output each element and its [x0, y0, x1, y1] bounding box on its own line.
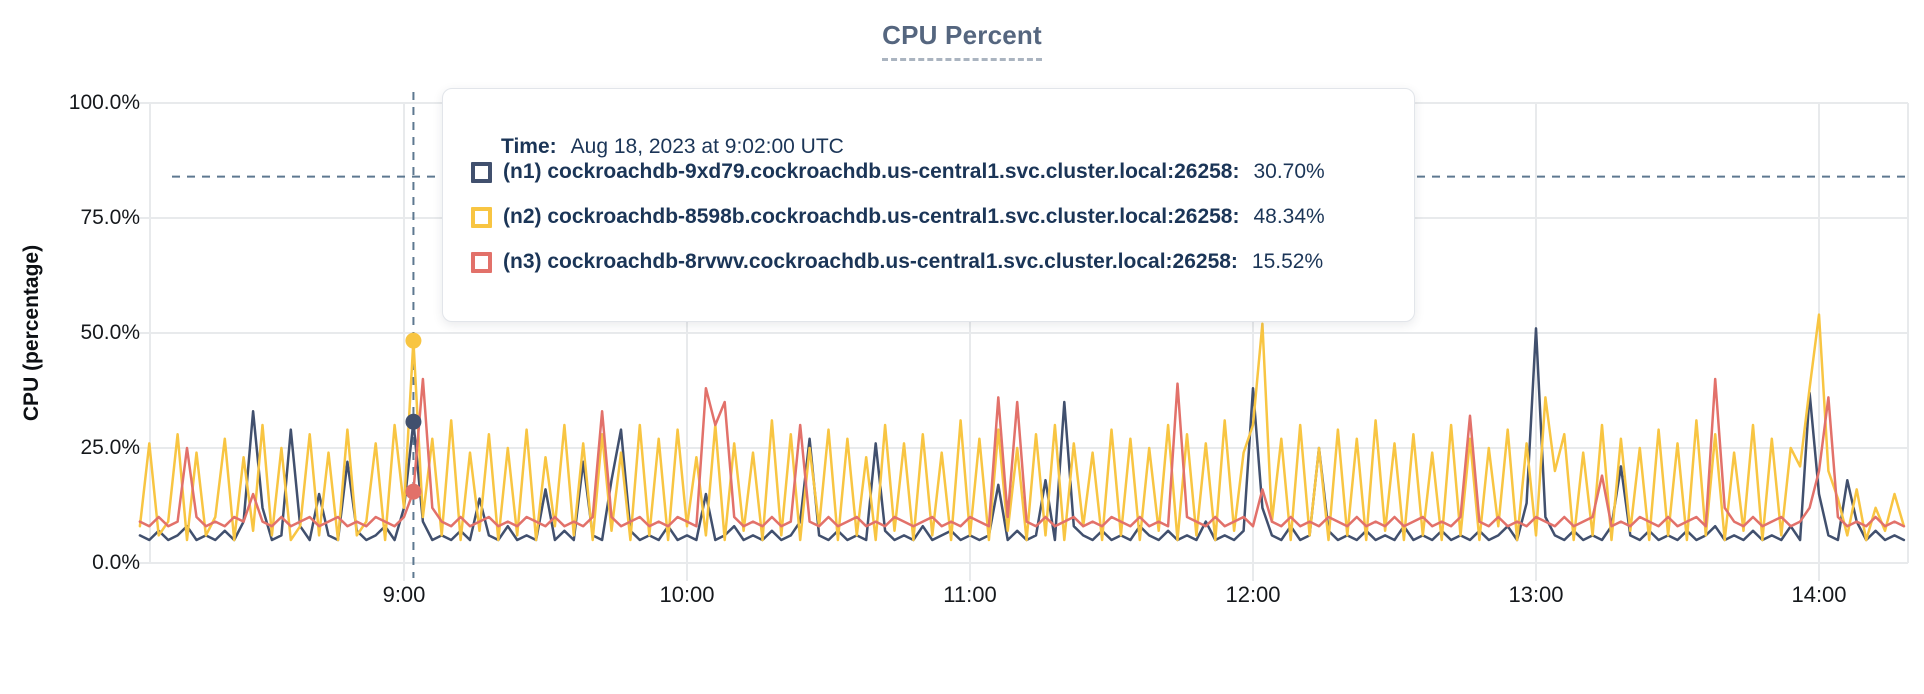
x-tick-12: 12:00: [1225, 582, 1281, 607]
x-tick-9: 9:00: [382, 582, 426, 607]
y-tick-100: 100.0%: [68, 91, 140, 114]
series-n3-label: (n3) cockroachdb-8rvwv.cockroachdb.us-ce…: [503, 250, 1238, 273]
chart-title[interactable]: CPU Percent: [882, 20, 1042, 61]
series-n2-value: 48.34%: [1253, 205, 1325, 228]
y-tick-25: 25.0%: [80, 436, 140, 459]
series-n2-legend-icon: [471, 206, 492, 228]
series-n1-label: (n1) cockroachdb-9xd79.cockroachdb.us-ce…: [503, 160, 1240, 183]
tooltip-time-row: Time: Aug 18, 2023 at 9:02:00 UTC: [501, 135, 844, 159]
series-n1-value: 30.70%: [1253, 160, 1325, 183]
tooltip-series-row-n1: (n1) cockroachdb-9xd79.cockroachdb.us-ce…: [471, 159, 1325, 185]
series-n3-legend-icon: [471, 251, 492, 273]
tooltip-series-row-n3: (n3) cockroachdb-8rvwv.cockroachdb.us-ce…: [471, 249, 1323, 275]
chart-title-wrap: CPU Percent: [0, 20, 1924, 61]
tooltip-time-label: Time:: [501, 135, 557, 158]
x-tick-11: 11:00: [943, 582, 997, 607]
hover-tooltip: Time: Aug 18, 2023 at 9:02:00 UTC (n1) co…: [442, 88, 1415, 322]
y-tick-0: 0.0%: [92, 551, 140, 574]
x-tick-14: 14:00: [1791, 582, 1847, 607]
x-tick-13: 13:00: [1508, 582, 1564, 607]
y-tick-50: 50.0%: [80, 321, 140, 344]
x-tick-10: 10:00: [659, 582, 715, 607]
tooltip-series-row-n2: (n2) cockroachdb-8598b.cockroachdb.us-ce…: [471, 204, 1325, 230]
series-n2-label: (n2) cockroachdb-8598b.cockroachdb.us-ce…: [503, 205, 1240, 228]
series-n1-legend-icon: [471, 161, 492, 183]
tooltip-time-value: Aug 18, 2023 at 9:02:00 UTC: [570, 135, 844, 158]
y-tick-75: 75.0%: [80, 206, 140, 229]
series-n3-value: 15.52%: [1251, 250, 1324, 273]
